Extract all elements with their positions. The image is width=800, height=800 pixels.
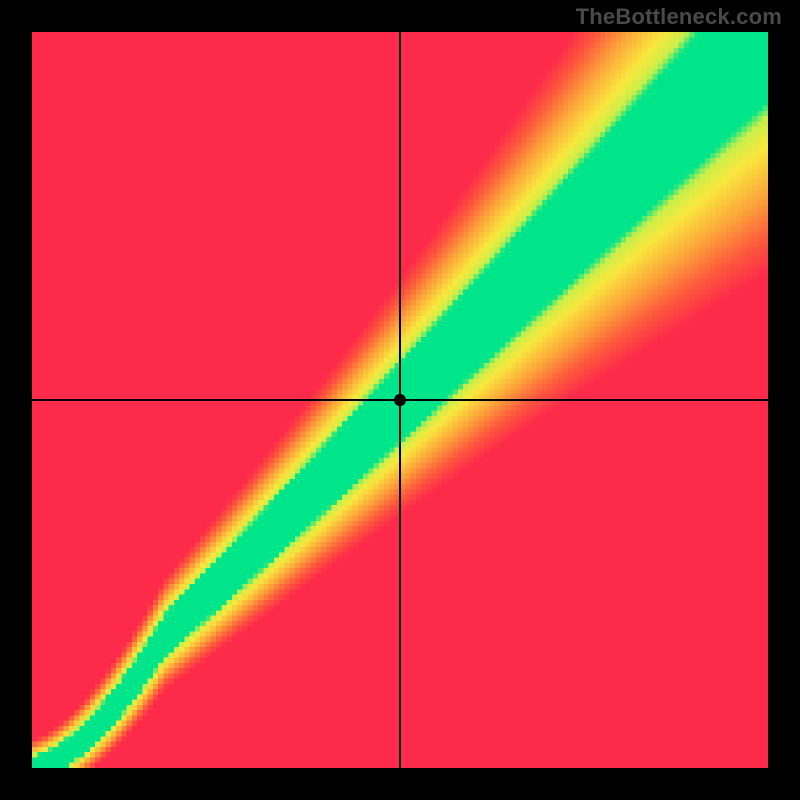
watermark-text: TheBottleneck.com: [576, 4, 782, 30]
crosshair-marker: [394, 394, 406, 406]
